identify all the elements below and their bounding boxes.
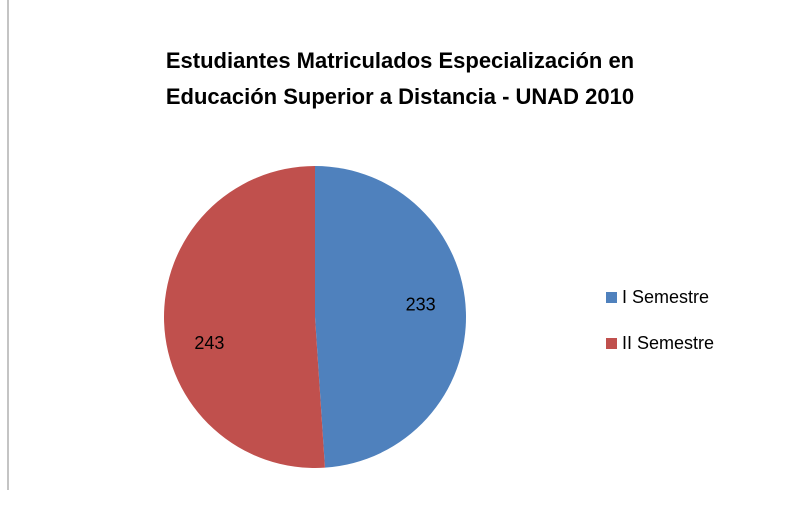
- legend-label: II Semestre: [622, 333, 714, 353]
- legend-swatch: [606, 338, 617, 349]
- pie-slice: [315, 166, 467, 468]
- chart-title: Estudiantes Matriculados Especialización…: [166, 48, 634, 73]
- data-label: 243: [194, 333, 224, 353]
- legend-swatch: [606, 292, 617, 303]
- chart-title: Educación Superior a Distancia - UNAD 20…: [166, 84, 634, 109]
- pie-slice: [164, 166, 325, 468]
- data-label: 233: [406, 294, 436, 314]
- legend-label: I Semestre: [622, 287, 709, 307]
